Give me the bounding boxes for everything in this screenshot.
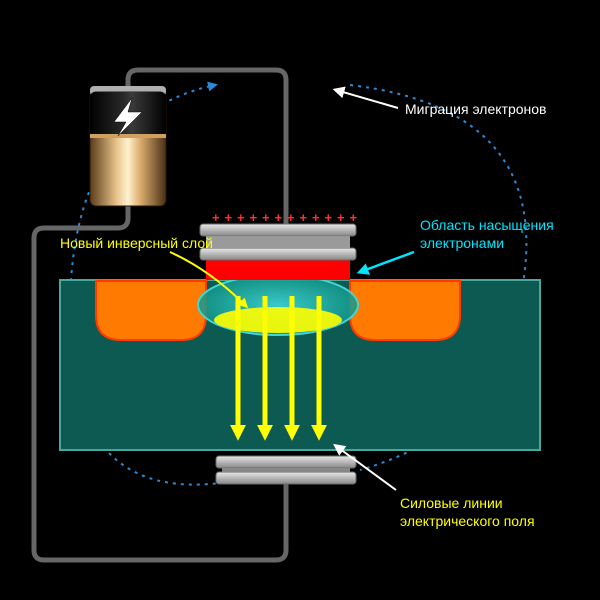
label-fieldlines_l2: электрического поля	[400, 513, 535, 529]
plus-charge: +	[250, 210, 258, 225]
plus-charge: +	[350, 210, 358, 225]
plus-charge: +	[300, 210, 308, 225]
bottom-plate	[216, 456, 356, 468]
plus-charge: +	[325, 210, 333, 225]
plus-charge: +	[212, 210, 220, 225]
label-fieldlines_l1: Силовые линии	[400, 495, 503, 511]
battery	[90, 86, 166, 206]
plus-charge: +	[262, 210, 270, 225]
label-migration: Миграция электронов	[405, 101, 546, 117]
plus-charge: +	[312, 210, 320, 225]
label-inversion: Новый инверсный слой	[60, 235, 213, 251]
plus-charge: +	[337, 210, 345, 225]
plus-charge: +	[237, 210, 245, 225]
mosfet-diagram: + + + + + + + + + + + + Миграция электронов Область н…	[0, 0, 600, 600]
label-saturation_l2: электронами	[420, 235, 504, 251]
plus-charge: +	[287, 210, 295, 225]
gate-plate-top	[200, 224, 356, 236]
oxide-layer	[206, 260, 350, 280]
plus-charge: +	[275, 210, 283, 225]
label-saturation_l1: Область насыщения	[420, 217, 554, 233]
plus-charge: +	[225, 210, 233, 225]
